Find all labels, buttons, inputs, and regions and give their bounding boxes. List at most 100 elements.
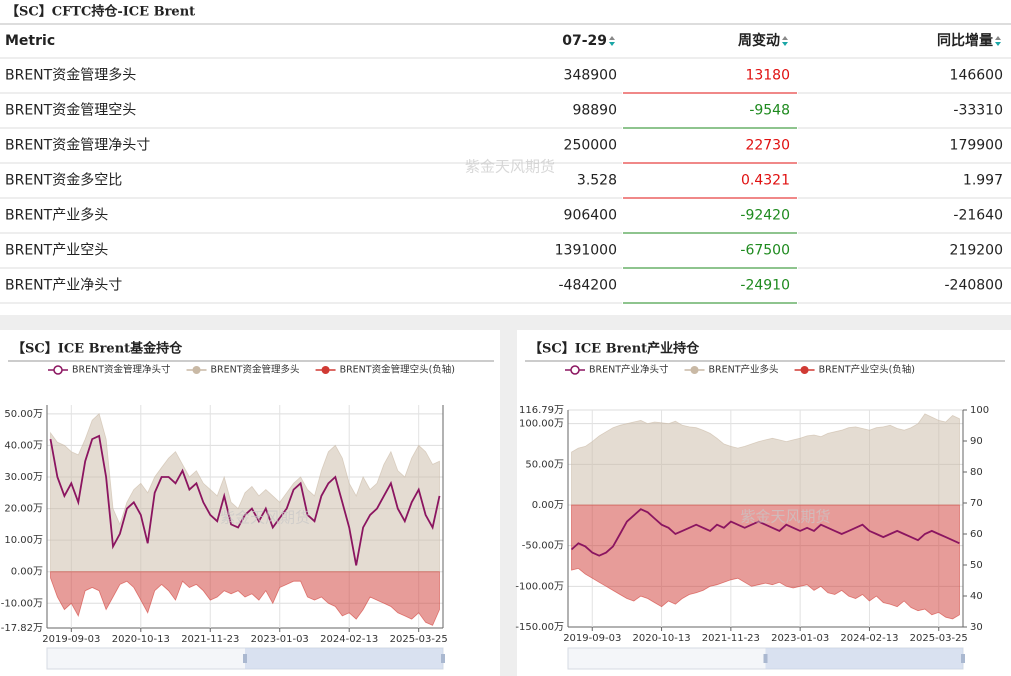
y2-tick-label: 80: [970, 467, 983, 478]
y-tick-label: -150.00万: [515, 622, 564, 633]
y-tick-label: 50.00万: [525, 459, 564, 470]
cell: 0.4321: [741, 173, 790, 189]
cell: -9548: [749, 103, 790, 119]
legend-icon: [192, 366, 201, 374]
line: [49, 434, 441, 566]
row-label: BRENT资金管理空头: [5, 103, 136, 119]
y-tick-label: 100.00万: [519, 419, 564, 430]
cell: 98890: [572, 103, 617, 119]
cell: 906400: [564, 208, 617, 224]
sort-icon: [609, 36, 615, 40]
column-header: 07-29: [562, 33, 607, 49]
y-tick-label: -17.82万: [1, 623, 43, 634]
legend-label: BRENT资金管理空头(负轴): [340, 364, 455, 376]
sort-icon: [782, 42, 788, 46]
zoom-handle: [961, 654, 965, 663]
cell: -67500: [740, 243, 790, 259]
column-header: Metric: [5, 33, 55, 49]
row-label: BRENT产业多头: [5, 207, 108, 224]
x-tick-label: 2025-03-25: [390, 634, 448, 645]
x-tick-label: 2019-09-03: [42, 634, 100, 645]
area: [50, 571, 440, 626]
cell: 179900: [950, 138, 1003, 154]
x-tick-label: 2019-09-03: [563, 633, 621, 644]
watermark: 紫金天风期货: [740, 508, 830, 526]
y2-tick-label: 40: [970, 591, 983, 602]
y2-tick-label: 60: [970, 529, 983, 540]
row-label: BRENT资金管理多头: [5, 67, 136, 84]
legend-icon: [53, 365, 63, 375]
legend-icon: [800, 366, 809, 374]
y-tick-label: 0.00万: [11, 567, 43, 578]
legend-label: BRENT资金管理多头: [211, 364, 300, 376]
cell: 146600: [950, 68, 1003, 84]
cell: -24910: [740, 278, 790, 294]
y-tick-label: 116.79万: [519, 405, 564, 416]
y-tick-label: 50.00万: [4, 409, 43, 420]
legend-label: BRENT产业净头寸: [589, 364, 669, 376]
y-tick-label: 40.00万: [4, 440, 43, 451]
y-tick-label: 20.00万: [4, 504, 43, 515]
cell: -240800: [945, 278, 1004, 294]
y2-tick-label: 70: [970, 498, 983, 509]
row-label: BRENT产业空头: [5, 243, 108, 259]
row-label: BRENT资金多空比: [5, 172, 122, 189]
x-tick-label: 2025-03-25: [910, 633, 968, 644]
cell: 1391000: [555, 243, 617, 259]
table-panel: [0, 0, 1011, 315]
cell: 250000: [564, 138, 617, 154]
chart-title: 【SC】ICE Brent产业持仓: [529, 341, 700, 357]
y-tick-label: -100.00万: [515, 581, 564, 592]
area: [571, 413, 960, 506]
y2-tick-label: 90: [970, 436, 983, 447]
sort-icon: [782, 36, 788, 40]
x-tick-label: 2024-02-13: [840, 633, 898, 644]
cell: 3.528: [577, 173, 617, 189]
sort-icon: [609, 42, 615, 46]
y2-tick-label: 100: [970, 405, 989, 416]
legend-label: BRENT资金管理净头寸: [72, 364, 171, 376]
sort-icon: [995, 42, 1001, 46]
y-tick-label: 0.00万: [532, 500, 564, 511]
legend-icon: [570, 365, 580, 375]
cell: -484200: [559, 278, 618, 294]
table-title: 【SC】CFTC持仓-ICE Brent: [6, 4, 195, 20]
row-label: BRENT产业净头寸: [5, 278, 122, 294]
chart-title: 【SC】ICE Brent基金持仓: [12, 341, 183, 357]
x-tick-label: 2020-10-13: [632, 633, 690, 644]
sort-icon: [995, 36, 1001, 40]
line: [570, 508, 960, 557]
cell: 22730: [745, 138, 790, 154]
zoom-window: [245, 648, 443, 669]
zoom-handle: [441, 654, 445, 663]
x-tick-label: 2021-11-23: [702, 633, 760, 644]
cell: 348900: [564, 68, 617, 84]
legend-icon: [690, 366, 699, 374]
column-header: 同比增量: [937, 32, 993, 49]
column-header: 周变动: [738, 32, 780, 49]
x-tick-label: 2023-01-03: [251, 634, 309, 645]
y-tick-label: 10.00万: [4, 535, 43, 546]
x-tick-label: 2020-10-13: [112, 634, 170, 645]
row-label: BRENT资金管理净头寸: [5, 138, 150, 154]
zoom-handle: [243, 654, 247, 663]
x-tick-label: 2024-02-13: [320, 634, 378, 645]
legend-icon: [321, 366, 330, 374]
watermark: 紫金天风期货: [220, 509, 310, 527]
y-tick-label: 30.00万: [4, 472, 43, 483]
cell: -33310: [953, 103, 1003, 119]
watermark: 紫金天风期货: [465, 158, 555, 176]
cell: -92420: [740, 208, 790, 224]
area: [571, 504, 960, 620]
y-tick-label: -50.00万: [522, 541, 564, 552]
legend-label: BRENT产业多头: [709, 364, 779, 376]
zoom-window: [765, 648, 963, 669]
cell: 13180: [745, 68, 790, 84]
cell: 1.997: [963, 173, 1003, 189]
cell: -21640: [953, 208, 1003, 224]
x-tick-label: 2021-11-23: [181, 634, 239, 645]
x-tick-label: 2023-01-03: [771, 633, 829, 644]
area: [50, 413, 440, 573]
